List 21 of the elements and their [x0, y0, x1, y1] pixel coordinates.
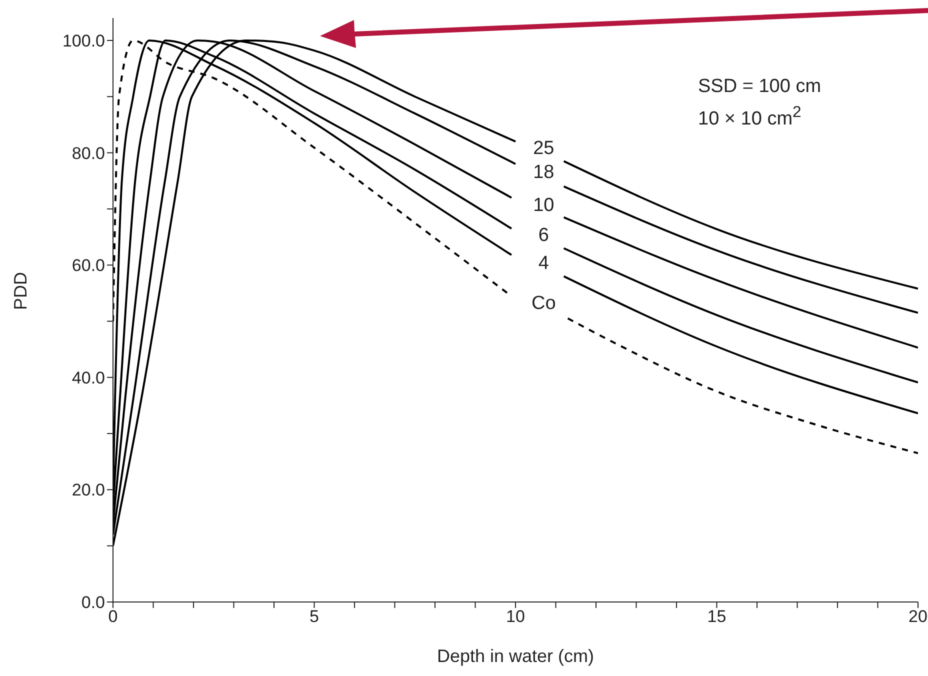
annotation: 10 × 10 cm$^{2}$	[698, 103, 802, 132]
y-tick-label: 20.0	[72, 480, 105, 500]
x-tick-label: 0	[108, 607, 118, 626]
series-label: 25	[532, 138, 556, 160]
x-tick-label: 10	[506, 607, 525, 626]
series-label: 18	[532, 162, 556, 184]
x-tick-label: 20	[908, 607, 928, 626]
y-tick-label: 40.0	[72, 368, 105, 388]
y-tick-label: 100.0	[62, 31, 105, 50]
series-label: 10	[532, 194, 556, 217]
series-label: Co	[530, 292, 557, 315]
y-tick-label: 60.0	[72, 256, 105, 276]
annotation: SSD = 100 cm	[698, 75, 822, 99]
x-tick-label: 5	[310, 607, 319, 626]
x-axis-title: Depth in water (cm)	[436, 646, 594, 666]
x-tick-label: 15	[707, 607, 726, 626]
y-axis-title: PDD	[10, 272, 30, 310]
series-label: 6	[537, 225, 550, 248]
y-tick-label: 0.0	[81, 593, 105, 612]
series-label: 4	[537, 252, 550, 275]
y-tick-label: 80.0	[72, 144, 105, 163]
